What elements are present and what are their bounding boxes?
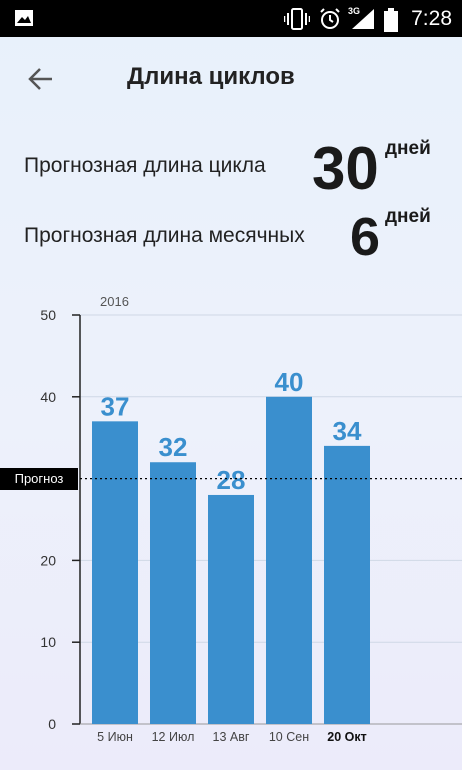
cycle-length-chart: 2016 0 10 20 40 50 37 5 Июн 32 12 Июл 28 13 Авг 40 1… <box>0 290 462 760</box>
y-tick-label: 0 <box>48 716 56 732</box>
x-tick-label: 13 Авг <box>213 730 250 744</box>
y-tick-label: 50 <box>40 307 56 323</box>
x-tick-label: 12 Июл <box>152 730 195 744</box>
forecast-cycle-unit: дней <box>385 138 431 159</box>
status-time: 7:28 <box>411 7 452 30</box>
bar <box>92 421 138 724</box>
bar-value-label: 34 <box>333 416 362 446</box>
chart-svg: 0 10 20 40 50 37 5 Июн 32 12 Июл 28 13 Авг 40 10 Сен… <box>40 307 462 744</box>
signal-icon <box>352 9 374 29</box>
bar <box>150 462 196 724</box>
battery-icon <box>384 8 398 32</box>
x-tick-label: 20 Окт <box>327 730 366 744</box>
forecast-cycle-label: Прогнозная длина цикла <box>24 154 266 177</box>
alarm-icon <box>320 8 340 29</box>
back-button[interactable] <box>22 61 58 97</box>
bar-value-label: 40 <box>275 367 304 397</box>
forecast-cycle-value: 30 <box>312 135 379 202</box>
arrow-left-icon <box>28 68 52 90</box>
y-tick-label: 40 <box>40 389 56 405</box>
forecast-period-value: 6 <box>350 207 381 267</box>
y-tick-label: 20 <box>40 552 56 568</box>
bar <box>266 396 312 724</box>
forecast-tag: Прогноз <box>0 467 78 490</box>
x-tick-label: 5 Июн <box>97 730 133 744</box>
forecast-period-unit: дней <box>385 206 431 227</box>
page-title: Длина циклов <box>127 63 295 90</box>
status-bar: 3G 7:28 <box>0 0 462 37</box>
forecast-cycle-row: Прогнозная длина цикла 30 дней <box>24 135 444 202</box>
bar <box>208 494 254 724</box>
gallery-icon <box>15 10 33 26</box>
forecast-period-row: Прогнозная длина месячных 6 дней <box>24 206 444 267</box>
x-tick-label: 10 Сен <box>269 730 309 744</box>
forecast-period-label: Прогнозная длина месячных <box>24 224 305 247</box>
bar <box>324 445 370 724</box>
chart-year-label: 2016 <box>100 294 129 309</box>
bar-value-label: 28 <box>217 465 246 495</box>
app-bar: Длина циклов <box>0 37 462 121</box>
bar-value-label: 37 <box>101 391 130 421</box>
y-tick-label: 10 <box>40 634 56 650</box>
bar-value-label: 32 <box>159 432 188 462</box>
network-type-label: 3G <box>348 6 361 16</box>
vibrate-icon <box>284 8 310 30</box>
